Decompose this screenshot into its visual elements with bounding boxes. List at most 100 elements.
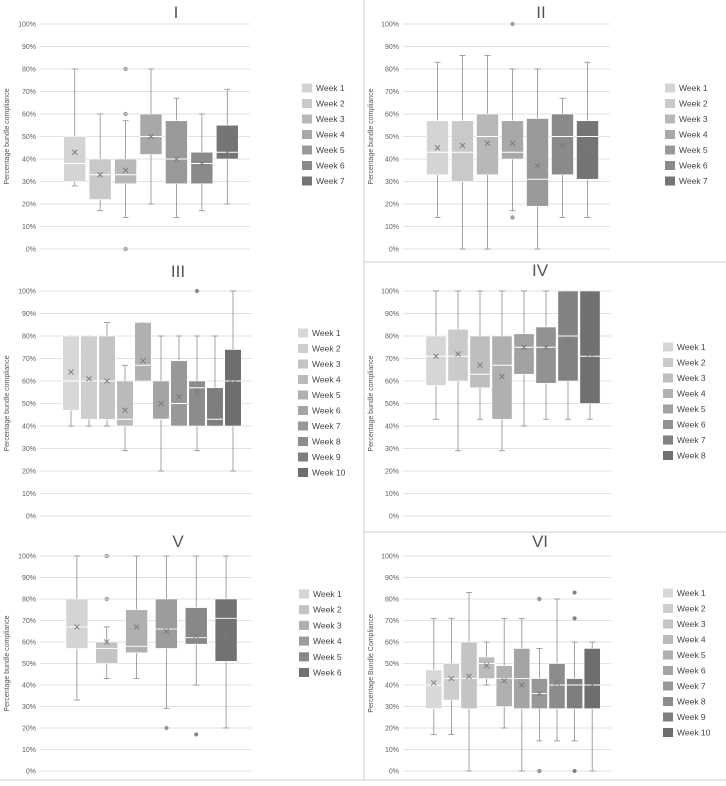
box-week-1 xyxy=(426,61,449,218)
legend-label: Week 6 xyxy=(312,406,341,416)
box-week-1 xyxy=(65,555,89,701)
legend: Week 1 Week 2 Week 3 Week 4 Week 5 Week 6 Week… xyxy=(663,342,706,461)
legend-swatch xyxy=(298,468,308,477)
box-iqr xyxy=(214,598,238,662)
legend-swatch xyxy=(663,604,673,613)
y-tick-label: 50% xyxy=(385,134,399,141)
y-tick-label: 70% xyxy=(22,618,36,625)
y-tick-label: 10% xyxy=(22,491,36,498)
legend-label: Week 1 xyxy=(679,83,708,93)
legend-swatch xyxy=(663,712,673,722)
box-iqr xyxy=(206,387,224,427)
legend-swatch xyxy=(298,406,308,415)
legend-swatch xyxy=(299,589,309,599)
y-tick-label: 10% xyxy=(385,491,399,498)
y-tick-label: 70% xyxy=(385,356,399,363)
legend-swatch xyxy=(663,666,673,675)
y-tick-label: 60% xyxy=(22,112,36,119)
y-tick-label: 100% xyxy=(18,22,36,29)
legend-swatch xyxy=(663,697,673,706)
legend-label: Week 5 xyxy=(313,652,342,662)
y-tick-label: 100% xyxy=(381,22,399,29)
mean-marker xyxy=(223,632,229,639)
y-tick-label: 20% xyxy=(22,202,36,209)
mean-marker xyxy=(509,140,516,147)
outlier-point xyxy=(194,288,200,294)
box-week-2 xyxy=(95,553,119,679)
box-iqr xyxy=(476,113,499,176)
legend-label: Week 8 xyxy=(677,697,706,707)
legend-swatch xyxy=(663,451,673,460)
box-iqr xyxy=(583,648,601,709)
legend-swatch xyxy=(298,390,308,400)
box-week-4 xyxy=(478,641,495,686)
mean-marker xyxy=(543,344,549,351)
box-iqr xyxy=(443,663,460,701)
mean-marker xyxy=(148,133,154,140)
y-axis-label: Percentage bundle compliance xyxy=(368,355,375,451)
box-week-8 xyxy=(579,290,601,420)
y-tick-label: 80% xyxy=(22,67,36,74)
legend-swatch xyxy=(665,130,675,139)
legend-label: Week 7 xyxy=(679,176,708,186)
box-iqr xyxy=(88,158,112,200)
chart-panel-6: VI 0% 10% 20% 30% 40% 50% 60% 70% 80% 90% 100% Perce… xyxy=(368,532,711,776)
box-week-1 xyxy=(425,290,447,420)
y-tick-label: 80% xyxy=(385,334,399,341)
box-iqr xyxy=(513,333,535,375)
box-iqr xyxy=(190,151,214,185)
box-week-5 xyxy=(165,97,188,218)
legend-label: Week 10 xyxy=(312,468,346,478)
box-iqr xyxy=(98,335,116,420)
mean-marker xyxy=(584,140,591,147)
mean-marker xyxy=(97,171,103,178)
mean-marker xyxy=(484,140,491,147)
box-week-2 xyxy=(443,617,460,735)
legend-label: Week 8 xyxy=(312,437,341,447)
y-tick-label: 60% xyxy=(385,112,399,119)
legend-label: Week 4 xyxy=(312,375,341,385)
legend-label: Week 3 xyxy=(316,114,345,124)
y-axis-label: Percentage Bundle Compliance xyxy=(368,614,375,713)
y-tick-label: 100% xyxy=(18,289,36,296)
y-tick-label: 20% xyxy=(385,469,399,476)
mean-marker xyxy=(521,344,527,351)
box-week-4 xyxy=(491,290,513,452)
legend-label: Week 4 xyxy=(677,635,706,645)
y-axis-label: Percentage bundle compliance xyxy=(368,88,375,184)
mean-marker xyxy=(499,373,505,380)
legend-label: Week 7 xyxy=(316,176,345,186)
legend-label: Week 1 xyxy=(312,328,341,338)
legend-swatch xyxy=(299,620,309,630)
box-iqr xyxy=(134,322,152,382)
legend-label: Week 10 xyxy=(677,728,711,738)
legend-label: Week 2 xyxy=(677,358,706,368)
y-tick-label: 60% xyxy=(22,379,36,386)
legend: Week 1 Week 2 Week 3 Week 4 Week 5 Week 6 Week… xyxy=(663,588,711,738)
box-week-7 xyxy=(557,290,579,420)
chart-panel-5: V 0% 10% 20% 30% 40% 50% 60% 70% 80% 90% 100% Percen… xyxy=(4,532,342,776)
legend: Week 1 Week 2 Week 3 Week 4 Week 5 Week 6 Week… xyxy=(302,83,345,186)
box-iqr xyxy=(495,665,513,707)
legend-swatch xyxy=(298,437,308,446)
mean-marker xyxy=(571,686,578,693)
outlier-point xyxy=(537,768,542,774)
legend-label: Week 1 xyxy=(313,589,342,599)
legend-swatch xyxy=(663,619,673,629)
box-iqr xyxy=(526,118,549,207)
chart-title: VI xyxy=(532,532,548,551)
box-iqr xyxy=(501,120,524,160)
legend-swatch xyxy=(299,668,309,677)
legend-label: Week 5 xyxy=(316,145,345,155)
box-week-5 xyxy=(495,617,513,729)
mean-marker xyxy=(230,380,236,387)
mean-marker xyxy=(459,142,466,149)
legend-swatch xyxy=(663,681,673,691)
mean-marker xyxy=(163,628,170,635)
box-week-3 xyxy=(125,555,148,679)
legend-label: Week 5 xyxy=(677,650,706,660)
y-tick-label: 100% xyxy=(18,554,36,561)
mean-marker xyxy=(434,144,441,151)
mean-marker xyxy=(104,378,110,384)
box-week-6 xyxy=(190,113,214,212)
